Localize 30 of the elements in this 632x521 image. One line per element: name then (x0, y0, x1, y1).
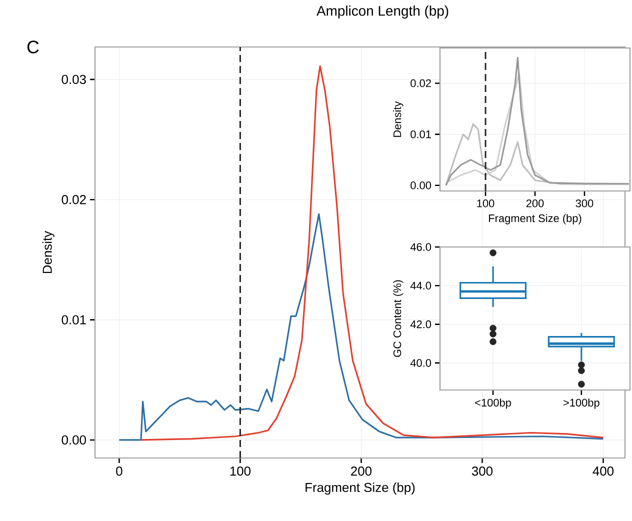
y-axis-title: Density (42, 230, 54, 274)
x-tick-label: 400 (592, 466, 614, 476)
x-axis-title: Fragment Size (bp) (306, 482, 415, 495)
y-tick-label: 0.00 (410, 182, 432, 190)
y-tick-label: 0.02 (410, 79, 431, 88)
y-axis-title: GC Content (%) (393, 280, 404, 357)
y-tick-label: 44.0 (410, 282, 432, 290)
line-series (118, 213, 604, 441)
x-tick-label: 300 (472, 466, 493, 476)
y-tick-label: 0.01 (410, 130, 431, 138)
x-tick-label: 300 (576, 200, 594, 208)
x-tick-label: 200 (351, 466, 372, 476)
x-axis-title: Fragment Size (bp) (489, 214, 582, 224)
x-tick-label: >100bp (564, 398, 600, 409)
y-tick-label: 0.00 (62, 435, 86, 445)
y-tick-label: 0.02 (62, 195, 86, 204)
x-tick-label: 0 (116, 466, 122, 476)
y-axis-title: Density (393, 101, 404, 137)
y-tick-label: 0.01 (62, 315, 86, 324)
y-tick-label: 0.03 (62, 74, 86, 84)
x-tick-label: 100 (477, 200, 494, 208)
y-tick-label: 42.0 (410, 320, 432, 328)
y-tick-label: 46.0 (410, 243, 432, 251)
x-tick-label: 200 (526, 200, 544, 208)
x-tick-label: <100bp (475, 398, 511, 409)
y-tick-label: 40.0 (410, 359, 432, 367)
text: C (27, 40, 39, 54)
chart-title: Amplicon Length (bp) (316, 6, 448, 19)
line-series (140, 65, 604, 441)
x-tick-label: 100 (230, 466, 251, 476)
